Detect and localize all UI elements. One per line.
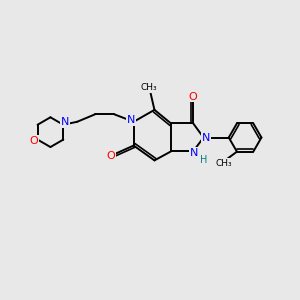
- Text: CH₃: CH₃: [140, 83, 157, 92]
- Text: N: N: [61, 117, 69, 127]
- Text: N: N: [202, 133, 210, 142]
- Text: O: O: [189, 92, 197, 101]
- Text: O: O: [30, 136, 38, 146]
- Text: CH₃: CH₃: [216, 159, 232, 168]
- Text: N: N: [127, 115, 136, 125]
- Text: O: O: [106, 151, 115, 161]
- Text: N: N: [190, 148, 198, 158]
- Text: H: H: [200, 155, 207, 165]
